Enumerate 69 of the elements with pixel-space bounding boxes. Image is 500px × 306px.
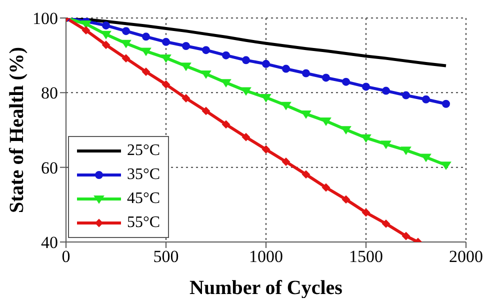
point <box>182 42 190 50</box>
point <box>381 140 391 149</box>
point <box>342 195 350 204</box>
point <box>362 208 370 217</box>
point <box>262 60 270 68</box>
point <box>441 162 451 170</box>
point <box>142 32 150 41</box>
point <box>322 183 330 192</box>
point <box>182 94 190 102</box>
point <box>262 145 270 154</box>
point <box>302 170 310 178</box>
point <box>142 68 150 76</box>
x-tick-label: 1500 <box>349 247 383 266</box>
point <box>181 62 191 71</box>
y-axis-title: State of Health (%) <box>6 46 28 214</box>
point <box>322 74 330 82</box>
legend-label: 25°C <box>127 142 160 160</box>
point <box>422 95 430 104</box>
legend-label: 55°C <box>127 214 160 232</box>
point <box>141 48 151 56</box>
point <box>121 40 131 48</box>
point <box>282 158 290 166</box>
point <box>122 54 130 62</box>
point <box>302 69 310 78</box>
y-tick-label: 100 <box>32 9 58 28</box>
point <box>342 78 350 86</box>
point <box>101 30 111 39</box>
point <box>301 110 311 118</box>
point <box>242 56 250 64</box>
point <box>202 106 210 115</box>
y-tick-label: 80 <box>41 84 58 103</box>
point <box>162 80 170 88</box>
point <box>122 27 130 36</box>
point <box>282 64 290 73</box>
legend-label: 35°C <box>127 166 160 184</box>
point <box>261 94 271 102</box>
point <box>362 82 370 91</box>
point <box>421 154 431 162</box>
point <box>341 126 351 134</box>
legend-label: 45°C <box>127 190 160 208</box>
point <box>382 86 390 95</box>
x-tick-label: 500 <box>153 247 179 266</box>
point <box>81 20 91 28</box>
x-tick-label: 1000 <box>249 247 283 266</box>
x-tick-label: 0 <box>62 247 70 266</box>
point <box>442 100 450 108</box>
point <box>201 70 211 78</box>
x-axis-title: Number of Cycles <box>190 277 343 299</box>
point <box>102 21 110 30</box>
y-tick-label: 60 <box>41 158 58 178</box>
point <box>401 146 411 155</box>
point <box>202 46 210 54</box>
point <box>102 40 110 49</box>
point <box>222 51 230 60</box>
point <box>161 54 171 62</box>
point <box>241 87 251 96</box>
point <box>222 120 230 128</box>
point <box>281 102 291 110</box>
y-tick-label: 40 <box>41 233 58 252</box>
point <box>361 134 371 142</box>
x-tick-label: 2000 <box>449 247 483 266</box>
point <box>221 79 231 88</box>
point <box>402 232 410 240</box>
point <box>382 220 390 228</box>
point <box>321 118 331 126</box>
point <box>82 26 90 34</box>
point <box>402 91 410 100</box>
point <box>242 133 250 142</box>
point <box>162 38 170 46</box>
